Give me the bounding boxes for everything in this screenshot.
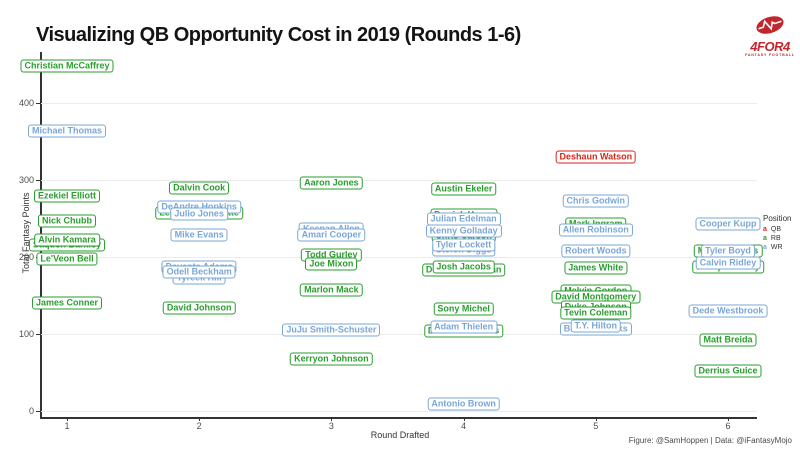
gridline (41, 103, 757, 104)
y-tick-mark (36, 411, 40, 412)
legend-entry: a WR (763, 243, 791, 252)
player-label: Austin Ekeler (430, 182, 497, 196)
x-tick-mark (199, 417, 201, 421)
player-label: Mike Evans (170, 228, 228, 242)
x-tick-label: 2 (196, 421, 202, 431)
player-label: Cooper Kupp (695, 217, 761, 231)
x-tick-label: 3 (328, 421, 334, 431)
player-label: Christian McCaffrey (20, 59, 114, 73)
x-tick-mark (595, 417, 597, 421)
x-axis-title: Round Drafted (370, 430, 430, 440)
x-tick-label: 6 (725, 421, 731, 431)
player-label: Matt Breida (699, 333, 757, 347)
y-tick-mark (36, 103, 40, 104)
player-label: Marlon Mack (300, 283, 363, 297)
player-label: James Conner (31, 296, 103, 310)
player-label: Calvin Ridley (695, 256, 761, 270)
x-tick-mark (463, 417, 465, 421)
logo-brand: 4FOR4 (750, 39, 790, 54)
gridline (41, 411, 757, 412)
y-axis-title: Total Fantasy Points (21, 192, 31, 274)
player-label: Nick Chubb (37, 214, 97, 228)
chart-title: Visualizing QB Opportunity Cost in 2019 … (36, 24, 521, 46)
x-axis-line (40, 417, 757, 419)
y-tick-label: 400 (18, 98, 34, 108)
legend-entry: a QB (763, 225, 791, 234)
x-tick-label: 1 (64, 421, 70, 431)
y-tick-label: 200 (18, 252, 34, 262)
y-tick-label: 300 (18, 175, 34, 185)
player-label: David Johnson (162, 301, 236, 315)
legend-label: RB (770, 235, 781, 242)
logo-tagline: FANTASY FOOTBALL (745, 53, 795, 57)
legend-marker: a (763, 244, 767, 251)
logo: 4FOR4 FANTASY FOOTBALL (744, 14, 796, 58)
player-label: Adam Thielen (430, 320, 498, 334)
player-label: Sony Michel (433, 302, 494, 316)
player-label: Antonio Brown (427, 397, 500, 411)
player-label: Joe Mixon (305, 257, 358, 271)
player-label: Michael Thomas (27, 124, 107, 138)
y-tick-mark (36, 180, 40, 181)
y-tick-label: 100 (18, 329, 34, 339)
legend-marker: a (763, 235, 767, 242)
player-label: Ezekiel Elliott (33, 189, 101, 203)
x-tick-label: 4 (461, 421, 467, 431)
y-tick-label: 0 (28, 406, 34, 416)
x-tick-mark (728, 417, 729, 421)
player-label: Allen Robinson (558, 223, 633, 237)
player-label: Dalvin Cook (169, 181, 230, 195)
player-label: Tyler Lockett (431, 238, 496, 252)
player-label: Robert Woods (561, 244, 631, 258)
player-label: JuJu Smith-Schuster (282, 323, 381, 337)
player-label: Dede Westbrook (688, 304, 768, 318)
position-legend: Position a QB a RB a WR (763, 214, 791, 252)
player-label: T.Y. Hilton (570, 319, 622, 333)
player-label: Tevin Coleman (560, 306, 632, 320)
x-tick-label: 5 (593, 421, 599, 431)
player-label: Odell Beckham (162, 265, 236, 279)
player-label: Kerryon Johnson (290, 352, 373, 366)
player-label: Le'Veon Bell (36, 252, 98, 266)
gridline (41, 257, 757, 258)
football-icon (756, 16, 784, 34)
player-label: Julio Jones (170, 207, 228, 221)
x-tick-mark (331, 417, 333, 421)
y-tick-mark (36, 334, 40, 335)
player-label: Josh Jacobs (432, 260, 495, 274)
player-label: Derrius Guice (694, 364, 762, 378)
gridline (41, 334, 757, 335)
x-tick-mark (67, 417, 68, 421)
player-label: Aaron Jones (300, 176, 363, 190)
gridline (41, 180, 757, 181)
player-label: Deshaun Watson (555, 150, 637, 164)
legend-entry: a RB (763, 234, 791, 243)
legend-label: WR (770, 244, 783, 251)
player-label: Kenny Golladay (425, 224, 502, 238)
legend-rows: a QB a RB a WR (763, 225, 791, 252)
legend-marker: a (763, 226, 767, 233)
player-label: Chris Godwin (562, 194, 630, 208)
figure-caption: Figure: @SamHoppen | Data: @iFantasyMojo (628, 436, 792, 445)
legend-label: QB (770, 226, 782, 233)
player-label: Tyler Boyd (701, 244, 755, 258)
player-label: James White (564, 261, 628, 275)
legend-title: Position (763, 214, 792, 223)
player-label: Amari Cooper (297, 228, 366, 242)
player-label: Alvin Kamara (34, 233, 100, 247)
